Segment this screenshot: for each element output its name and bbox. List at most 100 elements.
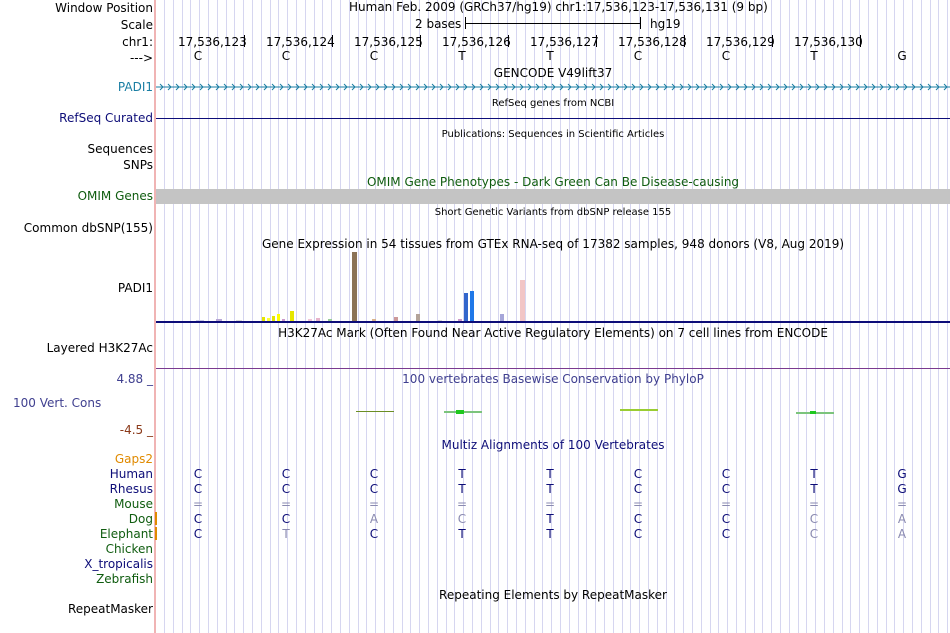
grid-line bbox=[534, 0, 535, 633]
species-label-dog[interactable]: Dog bbox=[128, 512, 153, 526]
grid-line bbox=[780, 0, 781, 633]
omim-label[interactable]: OMIM Genes bbox=[77, 189, 153, 203]
species-label-chicken[interactable]: Chicken bbox=[105, 542, 153, 556]
omim-track-title[interactable]: OMIM Gene Phenotypes - Dark Green Can Be… bbox=[366, 175, 740, 189]
strand-chevron bbox=[879, 83, 884, 91]
scale-db: hg19 bbox=[650, 17, 681, 31]
strand-chevron bbox=[607, 83, 612, 91]
gencode-gene-track[interactable] bbox=[156, 80, 950, 94]
gtex-bar bbox=[458, 319, 462, 322]
h3k27ac-signal-line[interactable] bbox=[156, 368, 950, 369]
grid-line bbox=[630, 0, 631, 633]
grid-line bbox=[305, 0, 306, 633]
grid-line bbox=[622, 0, 623, 633]
gtex-bar bbox=[216, 319, 222, 322]
alignment-base: C bbox=[369, 527, 379, 541]
phylop-score bbox=[356, 411, 394, 412]
chrom-label: chr1: bbox=[122, 35, 153, 49]
strand-chevron bbox=[455, 83, 460, 91]
grid-line bbox=[402, 0, 403, 633]
dbsnp-track-title[interactable]: Short Genetic Variants from dbSNP releas… bbox=[434, 207, 672, 218]
strand-chevron bbox=[767, 83, 772, 91]
repeatmasker-track-title[interactable]: Repeating Elements by RepeatMasker bbox=[439, 588, 667, 602]
dbsnp-label[interactable]: Common dbSNP(155) bbox=[23, 221, 153, 235]
reference-base: C bbox=[633, 49, 643, 63]
strand-chevron bbox=[311, 83, 316, 91]
strand-chevron bbox=[687, 83, 692, 91]
alignment-base: T bbox=[546, 512, 554, 526]
refseq-track-title[interactable]: RefSeq genes from NCBI bbox=[491, 98, 615, 109]
sequences-label[interactable]: Sequences bbox=[87, 142, 153, 156]
species-label-human[interactable]: Human bbox=[109, 467, 153, 481]
alignment-base: C bbox=[633, 467, 643, 481]
strand-chevron bbox=[695, 83, 700, 91]
grid-line bbox=[199, 0, 200, 633]
gap-marker-elephant bbox=[155, 527, 157, 540]
alignment-base: = bbox=[192, 497, 204, 511]
strand-chevron bbox=[527, 83, 532, 91]
gencode-gene-label[interactable]: PADI1 bbox=[117, 80, 153, 94]
strand-chevron bbox=[391, 83, 396, 91]
strand-chevron bbox=[639, 83, 644, 91]
alignment-base: T bbox=[810, 467, 818, 481]
phylop-label[interactable]: 100 Vert. Cons bbox=[13, 396, 102, 410]
grid-line bbox=[358, 0, 359, 633]
gaps-label[interactable]: Gaps2 bbox=[114, 452, 153, 466]
grid-line bbox=[938, 0, 939, 633]
alignment-base: A bbox=[897, 527, 907, 541]
species-label-mouse[interactable]: Mouse bbox=[114, 497, 153, 511]
grid-line bbox=[692, 0, 693, 633]
omim-gene-bar[interactable] bbox=[156, 189, 950, 204]
track-button-strip[interactable] bbox=[154, 0, 156, 633]
publications-track-title[interactable]: Publications: Sequences in Scientific Ar… bbox=[441, 129, 665, 140]
scale-text: 2 bases bbox=[415, 17, 462, 31]
species-label-x_tropicalis[interactable]: X_tropicalis bbox=[84, 557, 153, 571]
strand-chevron bbox=[575, 83, 580, 91]
alignment-base: C bbox=[369, 467, 379, 481]
refseq-gene-line[interactable] bbox=[156, 118, 950, 119]
gtex-gene-label[interactable]: PADI1 bbox=[117, 281, 153, 295]
strand-chevron bbox=[823, 83, 828, 91]
gtex-track-title[interactable]: Gene Expression in 54 tissues from GTEx … bbox=[261, 237, 845, 251]
species-label-rhesus[interactable]: Rhesus bbox=[109, 482, 153, 496]
gtex-bar bbox=[394, 317, 398, 322]
species-label-elephant[interactable]: Elephant bbox=[99, 527, 153, 541]
strand-chevron bbox=[559, 83, 564, 91]
gtex-bar bbox=[282, 319, 285, 322]
strand-chevron bbox=[615, 83, 620, 91]
strand-chevron bbox=[487, 83, 492, 91]
phylop-track-title[interactable]: 100 vertebrates Basewise Conservation by… bbox=[402, 372, 704, 386]
grid-line bbox=[762, 0, 763, 633]
grid-line bbox=[182, 0, 183, 633]
alignment-base: C bbox=[193, 512, 203, 526]
grid-line bbox=[894, 0, 895, 633]
grid-line bbox=[903, 0, 904, 633]
gtex-bar bbox=[352, 252, 357, 322]
phylop-conservation-plot[interactable] bbox=[156, 400, 950, 424]
gap-marker-dog bbox=[155, 512, 157, 525]
ruler-tick bbox=[244, 35, 245, 47]
alignment-base: A bbox=[369, 512, 379, 526]
h3k27ac-track-title[interactable]: H3K27Ac Mark (Often Found Near Active Re… bbox=[278, 326, 828, 340]
strand-chevron bbox=[191, 83, 196, 91]
grid-line bbox=[375, 0, 376, 633]
gencode-track-title[interactable]: GENCODE V49lift37 bbox=[493, 66, 613, 80]
gtex-tissue-bars[interactable] bbox=[156, 252, 950, 323]
grid-line bbox=[393, 0, 394, 633]
alignment-base: T bbox=[458, 527, 466, 541]
h3k27ac-label[interactable]: Layered H3K27Ac bbox=[46, 341, 153, 355]
alignment-base: C bbox=[809, 512, 819, 526]
strand-chevron bbox=[399, 83, 404, 91]
alignment-base: = bbox=[368, 497, 380, 511]
grid-line bbox=[586, 0, 587, 633]
multiz-track-title[interactable]: Multiz Alignments of 100 Vertebrates bbox=[441, 438, 665, 452]
grid-line bbox=[578, 0, 579, 633]
strand-chevron bbox=[831, 83, 836, 91]
species-label-zebrafish[interactable]: Zebrafish bbox=[96, 572, 153, 586]
repeatmasker-label[interactable]: RepeatMasker bbox=[67, 602, 153, 616]
refseq-label[interactable]: RefSeq Curated bbox=[59, 111, 153, 125]
strand-chevron bbox=[503, 83, 508, 91]
snps-label[interactable]: SNPs bbox=[123, 158, 153, 172]
strand-chevron bbox=[751, 83, 756, 91]
